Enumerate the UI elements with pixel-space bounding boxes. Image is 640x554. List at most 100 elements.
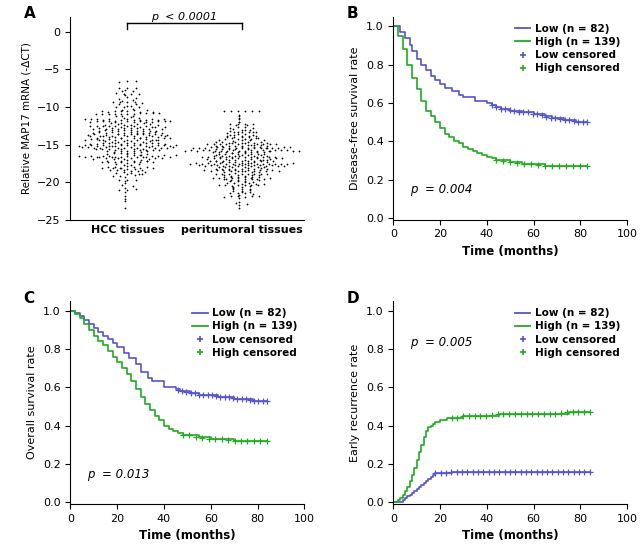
Point <box>162 143 172 152</box>
Point <box>110 121 120 130</box>
Point <box>116 87 127 96</box>
Point <box>253 162 263 171</box>
Point <box>256 157 266 166</box>
Point <box>145 126 155 135</box>
Point <box>239 148 250 157</box>
Point <box>132 167 143 176</box>
Point <box>234 204 244 213</box>
Point <box>120 195 130 204</box>
Point <box>253 168 264 177</box>
Point <box>255 142 265 151</box>
Point <box>91 109 101 118</box>
Point <box>147 109 157 117</box>
Point <box>245 125 255 134</box>
Point <box>248 130 258 139</box>
Point <box>109 106 120 115</box>
Point <box>94 126 104 135</box>
Point <box>128 86 138 95</box>
Point <box>225 189 236 198</box>
Point <box>247 170 257 179</box>
Point <box>105 166 115 175</box>
Point <box>153 116 163 125</box>
Point <box>246 155 256 164</box>
Point <box>234 117 244 126</box>
Point <box>159 116 170 125</box>
Point <box>92 135 102 143</box>
Point <box>147 141 157 150</box>
Point <box>122 148 132 157</box>
Point <box>191 147 202 156</box>
Point <box>253 181 263 189</box>
Point <box>243 144 253 153</box>
Point <box>236 141 246 150</box>
Point <box>259 180 269 189</box>
Point <box>116 109 126 118</box>
Point <box>97 163 107 172</box>
Point <box>268 165 278 174</box>
Point <box>163 131 173 140</box>
Point <box>253 192 264 201</box>
Point <box>239 160 250 168</box>
Point <box>98 115 108 124</box>
Point <box>103 107 113 116</box>
Text: p  = 0.004: p = 0.004 <box>410 183 472 196</box>
Point <box>107 124 117 132</box>
Point <box>196 153 207 162</box>
Point <box>86 115 96 124</box>
Point <box>212 142 223 151</box>
Point <box>92 122 102 131</box>
Point <box>142 150 152 159</box>
Point <box>119 131 129 140</box>
Point <box>120 179 130 188</box>
Point <box>98 117 108 126</box>
Point <box>233 176 243 184</box>
Point <box>144 125 154 134</box>
Point <box>220 106 230 115</box>
Point <box>227 160 237 168</box>
Point <box>144 155 154 163</box>
Point <box>236 170 246 178</box>
Point <box>246 173 256 182</box>
Point <box>150 153 161 162</box>
Point <box>85 121 95 130</box>
Point <box>129 145 139 153</box>
Point <box>215 158 225 167</box>
Point <box>233 127 243 136</box>
Point <box>236 156 246 165</box>
Point <box>230 142 240 151</box>
Point <box>100 153 111 162</box>
Point <box>92 153 102 162</box>
Point <box>120 197 130 206</box>
Point <box>240 162 250 171</box>
Point <box>234 147 244 156</box>
Point <box>111 112 121 121</box>
Point <box>150 143 160 152</box>
Point <box>243 143 253 152</box>
Point <box>206 142 216 151</box>
Point <box>223 158 234 167</box>
Point <box>236 127 246 136</box>
Point <box>132 129 142 137</box>
Point <box>245 136 255 145</box>
Y-axis label: Relative MAP17 mRNA (-ΔCT): Relative MAP17 mRNA (-ΔCT) <box>22 42 31 194</box>
Point <box>165 116 175 125</box>
Point <box>134 115 145 124</box>
Point <box>122 135 132 144</box>
Point <box>240 167 250 176</box>
Point <box>110 142 120 151</box>
Point <box>251 128 261 137</box>
Point <box>218 166 228 175</box>
Point <box>249 156 259 165</box>
Point <box>255 161 265 170</box>
Point <box>233 123 243 132</box>
Point <box>135 163 145 172</box>
Point <box>222 132 232 141</box>
Point <box>247 167 257 176</box>
Point <box>135 109 145 117</box>
Point <box>248 119 258 128</box>
Point <box>122 76 132 85</box>
Point <box>231 198 241 207</box>
Point <box>145 120 156 129</box>
Legend: Low (n = 82), High (n = 139), Low censored, High censored: Low (n = 82), High (n = 139), Low censor… <box>513 22 622 75</box>
Point <box>141 109 152 117</box>
